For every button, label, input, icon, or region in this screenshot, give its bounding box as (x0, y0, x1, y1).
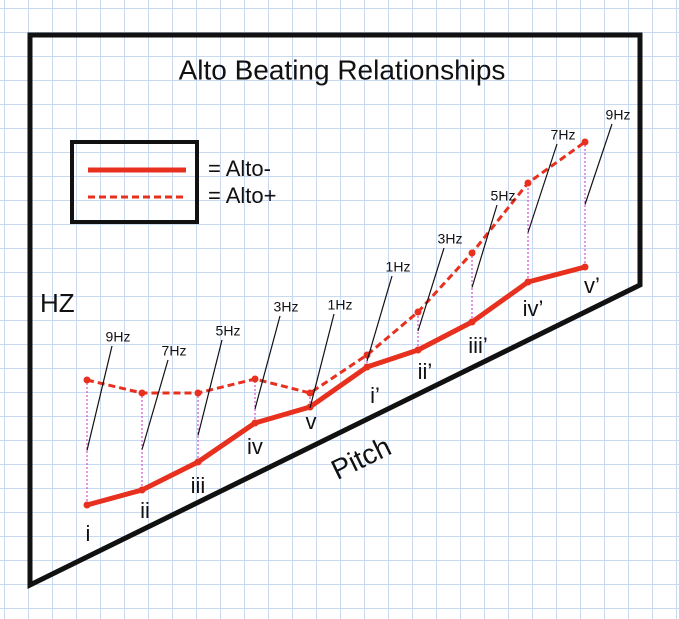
leader-line (197, 339, 223, 436)
alto-minus-point (414, 346, 422, 354)
alto-plus-point (468, 249, 476, 257)
point-label: v’ (584, 273, 600, 298)
alto-plus-point (83, 376, 91, 384)
alto-minus-point (194, 458, 202, 466)
alto-plus-point (414, 308, 422, 316)
x-axis-label: Pitch (326, 431, 396, 486)
leader-line (417, 247, 445, 332)
alto-plus-point (138, 389, 146, 397)
alto-minus-point (251, 419, 259, 427)
alto-plus-point (581, 138, 589, 146)
beat-label: 3Hz (274, 299, 299, 315)
alto-plus-line (86, 140, 586, 395)
point-label: ii’ (418, 359, 433, 384)
legend-box (70, 140, 199, 224)
frame (27, 32, 643, 590)
alto-minus-point (83, 501, 91, 509)
leader-line (366, 275, 393, 362)
beat-label: 9Hz (106, 329, 131, 345)
beat-label: 9Hz (606, 107, 631, 123)
beat-label: 7Hz (551, 127, 576, 143)
point-label: ii (140, 498, 150, 523)
leader-line (527, 143, 558, 233)
leader-line (471, 204, 498, 288)
alto-minus-point (524, 278, 532, 286)
alto-minus-point (138, 486, 146, 494)
alto-minus-point (363, 363, 371, 371)
legend-label: = Alto+ (208, 183, 277, 208)
y-axis-label: HZ (40, 288, 75, 318)
leader-line (309, 313, 335, 409)
leader-line (584, 123, 613, 205)
point-label: v (306, 409, 317, 434)
point-label: iii’ (468, 333, 488, 358)
alto-minus-point (581, 263, 589, 271)
point-label: i (86, 521, 91, 546)
point-label: i’ (370, 383, 380, 408)
point-label: iv’ (523, 296, 544, 321)
beat-label: 3Hz (438, 231, 463, 247)
legend-label: = Alto- (208, 156, 271, 181)
alto-plus-point (306, 389, 314, 397)
point-label: iii (191, 473, 206, 498)
title: Alto Beating Relationships (179, 54, 506, 85)
plot: i 9Hz ii 7Hz iii 5Hz iv 3Hz v 1Hz i’ 1Hz ii’ 3Hz iii’ 5… (83, 107, 631, 546)
beat-label: 1Hz (386, 259, 411, 275)
beat-label: 5Hz (491, 188, 516, 204)
beat-label: 7Hz (162, 343, 187, 359)
leader-line (254, 315, 281, 410)
alto-plus-point (251, 375, 259, 383)
beat-label: 1Hz (328, 297, 353, 313)
alto-plus-point (194, 389, 202, 397)
alto-plus-point (524, 179, 532, 187)
beat-label: 5Hz (216, 323, 241, 339)
point-label: iv (247, 434, 263, 459)
leader-line (86, 345, 113, 451)
alto-minus-line (86, 264, 586, 508)
alto-minus-point (468, 318, 476, 326)
leader-line (141, 359, 169, 450)
